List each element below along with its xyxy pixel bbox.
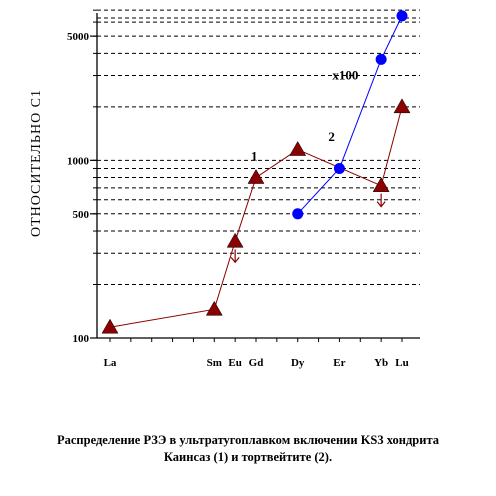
x-tick-label-yb: Yb [374,357,388,369]
series-line-1 [109,106,403,328]
caption-line-1: Распределение РЗЭ в ультратугоплавком вк… [56,433,439,447]
triangle-marker-la [101,318,119,334]
annotation-1: 1 [251,149,258,164]
axes: 100 500 1000 5000 La Sm Eu Gd Dy Er Yb Lu [67,9,420,369]
annotation-2: 2 [328,129,335,144]
labels: ОТНОСИТЕЛЬНО C1 1 2 x100 [29,68,358,237]
upper-limit-arrow-icon [230,256,240,264]
ree-chart: 100 500 1000 5000 La Sm Eu Gd Dy Er Yb Lu ОТНОСИТЕЛ… [29,9,420,369]
gridlines [97,9,420,286]
circle-marker-lu [396,10,408,22]
y-axis-label: ОТНОСИТЕЛЬНО C1 [29,89,44,237]
y-tick-label: 1000 [67,155,90,167]
y-tick-label: 500 [73,209,90,221]
triangle-marker-gd [247,169,265,184]
circle-marker-dy [292,208,304,220]
x-tick-label-sm: Sm [207,357,222,369]
x-tick-label-dy: Dy [291,357,305,369]
circle-marker-yb [375,53,387,65]
triangle-marker-yb [372,177,390,192]
y-tick-label: 5000 [67,31,90,43]
triangle-marker-eu [226,232,244,248]
circle-marker-er [333,162,345,174]
triangle-marker-dy [289,141,307,156]
triangle-marker-lu [393,98,411,114]
series-line-2 [297,15,403,215]
upper-limit-arrow-icon [376,201,386,208]
y-tick-label: 100 [73,333,90,345]
x-tick-label-eu: Eu [228,357,241,369]
x-tick-label-er: Er [333,357,345,369]
series [101,10,411,334]
caption-line-2: Каинсаз (1) и тортвейтите (2). [163,450,333,464]
annotation-3: x100 [332,68,358,83]
x-tick-label-gd: Gd [249,357,264,369]
triangle-marker-sm [205,300,223,316]
x-tick-label-lu: Lu [395,357,408,369]
figure-caption: Распределение РЗЭ в ультратугоплавком вк… [0,432,496,466]
x-tick-label-la: La [104,357,117,369]
